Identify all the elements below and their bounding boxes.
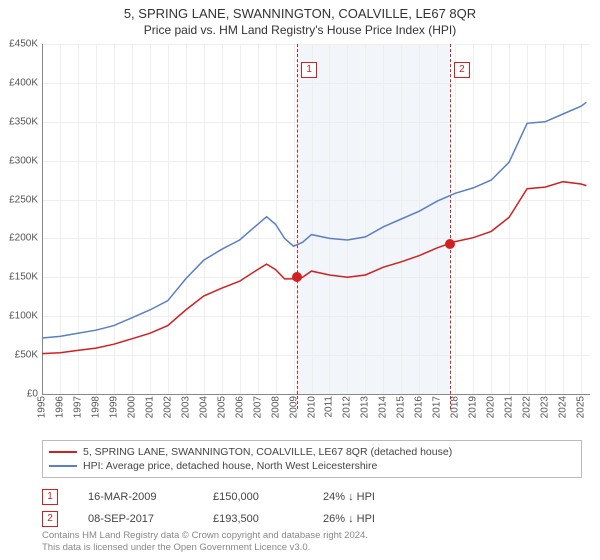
plot-region: £0£50K£100K£150K£200K£250K£300K£350K£400… (42, 44, 590, 394)
legend-box: 5, SPRING LANE, SWANNINGTON, COALVILLE, … (42, 440, 582, 478)
x-axis-label: 2001 (144, 396, 155, 418)
legend-item: HPI: Average price, detached house, Nort… (49, 459, 575, 473)
sale-point-icon (445, 239, 455, 249)
x-axis-label: 2019 (468, 396, 479, 418)
x-axis-label: 2004 (198, 396, 209, 418)
footer-line: This data is licensed under the Open Gov… (42, 542, 368, 554)
legend-swatch (49, 451, 77, 453)
event-row: 2 08-SEP-2017 £193,500 26% ↓ HPI (42, 508, 443, 530)
chart-area: £0£50K£100K£150K£200K£250K£300K£350K£400… (42, 44, 590, 414)
events-table: 1 16-MAR-2009 £150,000 24% ↓ HPI 2 08-SE… (42, 486, 443, 530)
event-date: 08-SEP-2017 (88, 513, 183, 525)
y-axis-label: £100K (0, 311, 38, 322)
y-axis-label: £200K (0, 233, 38, 244)
y-axis-label: £50K (0, 350, 38, 361)
x-axis-label: 2005 (216, 396, 227, 418)
x-axis-label: 2010 (306, 396, 317, 418)
x-axis-label: 2022 (522, 396, 533, 418)
x-axis-label: 2015 (396, 396, 407, 418)
series-svg (42, 44, 590, 394)
x-axis-label: 1999 (108, 396, 119, 418)
y-axis-label: £0 (0, 389, 38, 400)
footer-line: Contains HM Land Registry data © Crown c… (42, 530, 368, 542)
chart-title: 5, SPRING LANE, SWANNINGTON, COALVILLE, … (0, 0, 600, 21)
x-axis-label: 2018 (450, 396, 461, 418)
event-diff: 26% ↓ HPI (323, 513, 443, 525)
legend-label: 5, SPRING LANE, SWANNINGTON, COALVILLE, … (83, 446, 452, 458)
y-axis-label: £450K (0, 39, 38, 50)
x-axis-label: 2021 (504, 396, 515, 418)
footer-attribution: Contains HM Land Registry data © Crown c… (42, 530, 368, 554)
event-row: 1 16-MAR-2009 £150,000 24% ↓ HPI (42, 486, 443, 508)
y-axis-label: £250K (0, 194, 38, 205)
event-marker-icon: 2 (42, 511, 58, 527)
event-price: £150,000 (213, 491, 293, 503)
x-axis-label: 2017 (432, 396, 443, 418)
x-axis-label: 2006 (234, 396, 245, 418)
x-axis-label: 2000 (126, 396, 137, 418)
x-axis-label: 2023 (540, 396, 551, 418)
series-line (42, 182, 586, 354)
chart-container: 5, SPRING LANE, SWANNINGTON, COALVILLE, … (0, 0, 600, 560)
x-axis-label: 2014 (378, 396, 389, 418)
event-date: 16-MAR-2009 (88, 491, 183, 503)
x-axis-label: 2008 (270, 396, 281, 418)
legend-swatch (49, 465, 77, 467)
event-diff: 24% ↓ HPI (323, 491, 443, 503)
x-axis-label: 2024 (558, 396, 569, 418)
x-axis-label: 1997 (72, 396, 83, 418)
y-axis-label: £400K (0, 77, 38, 88)
x-axis-label: 2012 (342, 396, 353, 418)
x-axis-label: 2011 (324, 396, 335, 418)
legend-label: HPI: Average price, detached house, Nort… (83, 460, 377, 472)
x-axis-label: 2025 (576, 396, 587, 418)
x-axis-label: 1995 (37, 396, 48, 418)
event-price: £193,500 (213, 513, 293, 525)
legend-item: 5, SPRING LANE, SWANNINGTON, COALVILLE, … (49, 445, 575, 459)
sale-point-icon (292, 272, 302, 282)
x-axis-label: 2002 (162, 396, 173, 418)
chart-subtitle: Price paid vs. HM Land Registry's House … (0, 21, 600, 41)
x-axis-label: 1996 (54, 396, 65, 418)
event-marker-icon: 1 (42, 489, 58, 505)
x-axis-label: 2003 (180, 396, 191, 418)
x-axis-label: 1998 (90, 396, 101, 418)
x-axis-label: 2013 (360, 396, 371, 418)
y-axis-label: £300K (0, 155, 38, 166)
x-axis-label: 2020 (486, 396, 497, 418)
x-axis-label: 2016 (414, 396, 425, 418)
y-axis-label: £350K (0, 116, 38, 127)
x-axis-label: 2007 (252, 396, 263, 418)
y-axis-label: £150K (0, 272, 38, 283)
